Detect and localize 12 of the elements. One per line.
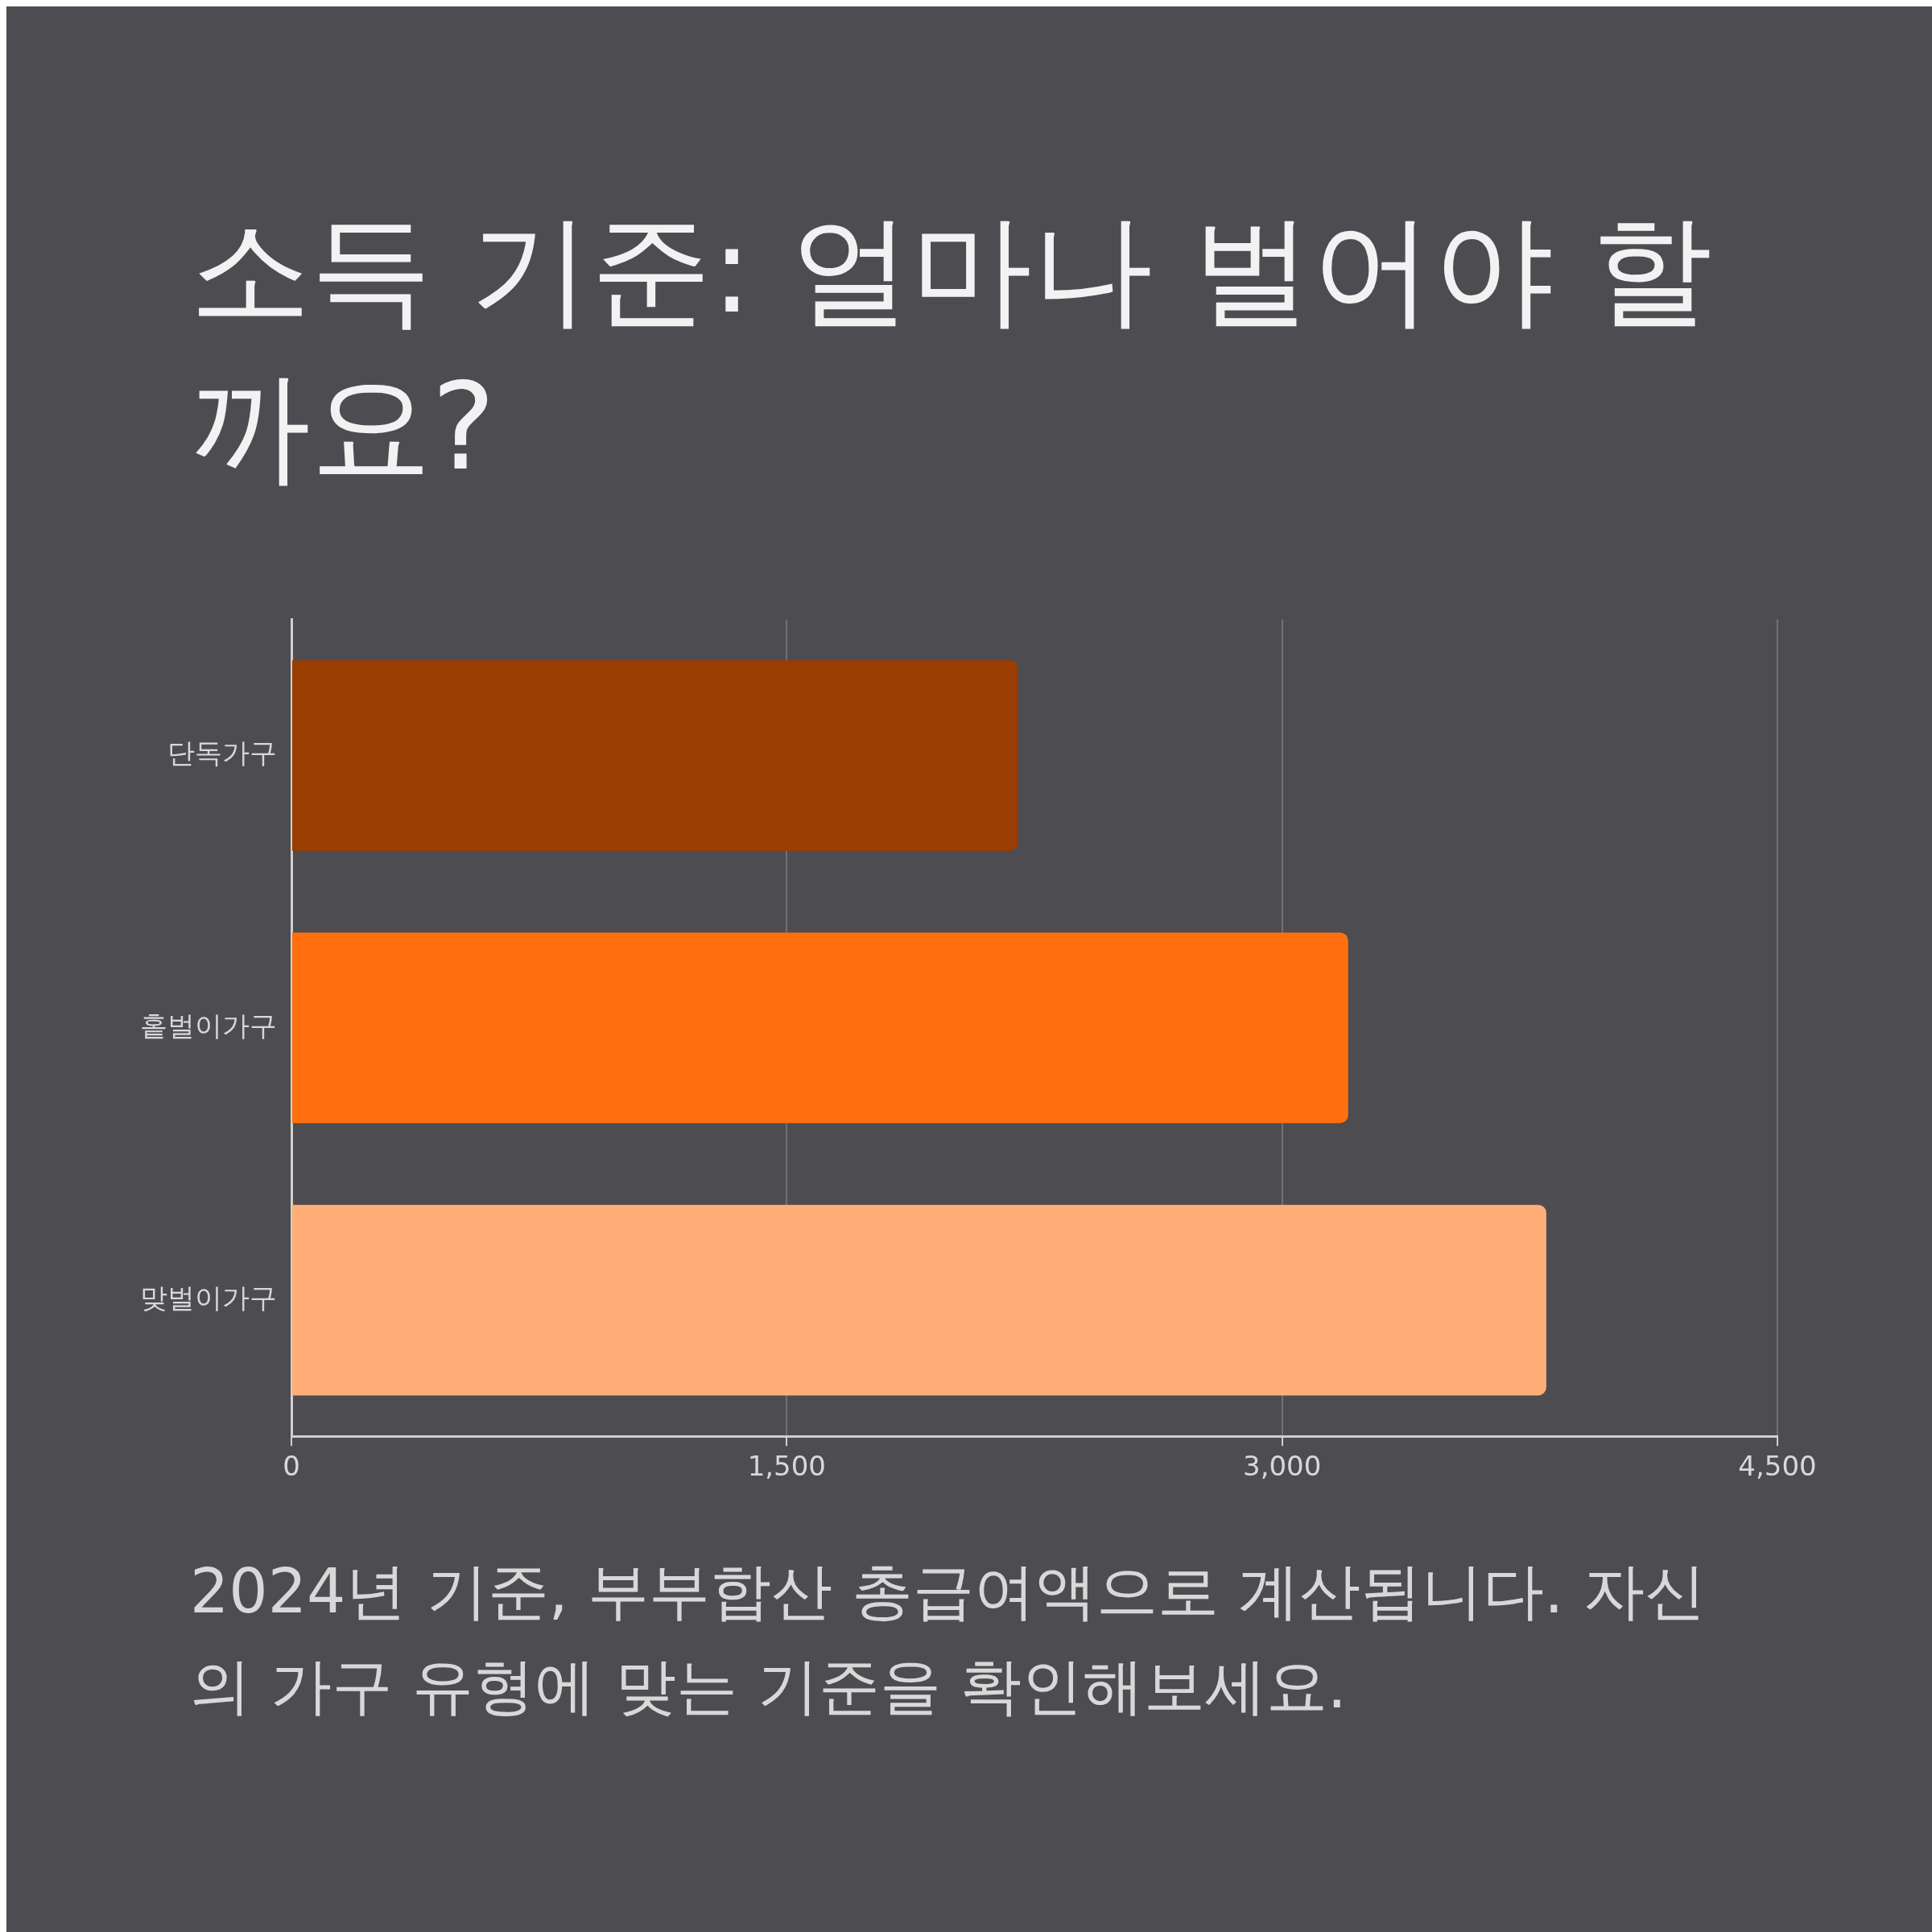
x-tick-label: 3,000 bbox=[1242, 1450, 1322, 1483]
y-tick-label: 맞벌이가구 bbox=[140, 1281, 277, 1314]
bar bbox=[292, 1204, 1546, 1396]
y-tick-label: 단독가구 bbox=[167, 737, 277, 770]
chart-title: 소득 기준: 얼마나 벌어야 할까요? bbox=[190, 199, 1714, 498]
bar bbox=[292, 660, 1018, 851]
x-tick-label: 4,500 bbox=[1738, 1450, 1817, 1483]
bar bbox=[292, 932, 1348, 1124]
y-tick-label: 홑벌이가구 bbox=[140, 1009, 277, 1042]
x-tick-label: 0 bbox=[283, 1450, 300, 1483]
x-tick-label: 1,500 bbox=[747, 1450, 827, 1483]
text: 2024년 기준, 부부합산 총급여액으로 계산됩니다. 자신의 가구 유형에 맞는 기준을 확인해보세요. bbox=[190, 1554, 1707, 1724]
